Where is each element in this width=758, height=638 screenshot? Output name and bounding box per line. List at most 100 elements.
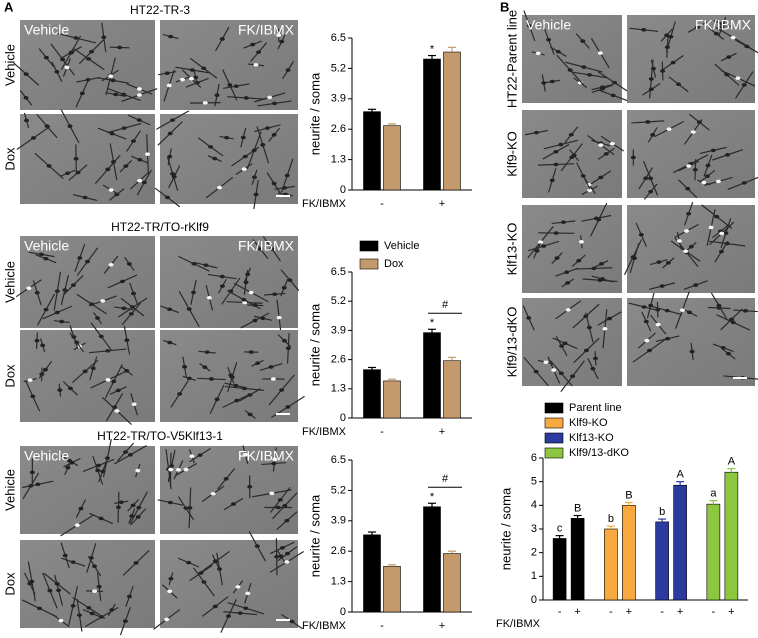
cell-body	[100, 469, 106, 474]
cell-body	[69, 460, 75, 465]
y-axis-label: neurite / soma	[307, 303, 322, 386]
y-tick-label: 3	[531, 523, 537, 535]
cell-body	[526, 316, 532, 320]
cell-body	[208, 145, 214, 149]
micrograph	[522, 10, 632, 103]
cell-body	[131, 291, 137, 296]
x-tick-label: -	[558, 606, 562, 618]
cell-body	[73, 36, 79, 40]
cell-body	[123, 450, 129, 454]
bar	[363, 534, 381, 613]
cell-body	[558, 142, 564, 147]
cell-body	[197, 453, 203, 457]
cell-body	[670, 60, 676, 65]
cell-body	[679, 308, 685, 312]
cell-body	[559, 344, 565, 348]
cell-body	[241, 167, 247, 171]
cell-body	[708, 225, 714, 230]
cell-body	[282, 503, 288, 508]
cell-body	[86, 606, 92, 610]
cell-body	[630, 155, 636, 160]
cell-body	[182, 365, 188, 369]
cell-body	[269, 491, 275, 496]
cell-body	[578, 240, 584, 244]
cell-body	[208, 377, 214, 381]
error-bar	[368, 108, 376, 112]
x-tick-label: +	[728, 606, 734, 618]
cell-body	[111, 379, 117, 384]
cell-body	[234, 398, 240, 403]
cell-body	[245, 272, 251, 277]
cell-body	[599, 85, 605, 89]
cell-body	[78, 506, 84, 511]
cell-body	[110, 78, 116, 83]
cell-body	[73, 156, 79, 161]
row-label: Vehicle	[2, 44, 17, 86]
cell-body	[171, 174, 177, 179]
cell-body	[62, 288, 68, 292]
cell-body	[284, 173, 290, 178]
cell-body	[287, 278, 293, 282]
cell-body	[27, 378, 33, 382]
cell-body	[202, 101, 208, 105]
cell-body	[187, 506, 193, 510]
cell-body	[648, 87, 654, 92]
cell-body	[90, 366, 96, 371]
error-bar	[368, 366, 376, 370]
cell-body	[89, 49, 95, 54]
cell-body	[655, 322, 661, 327]
cell-body	[128, 312, 134, 316]
cell-body	[270, 377, 276, 381]
panel-title: HT22-TR/TO-V5Klf13-1	[97, 429, 223, 443]
cell-body	[71, 335, 77, 339]
cell-body	[108, 74, 114, 79]
micrograph	[20, 438, 155, 537]
cell-body	[638, 232, 644, 237]
cell-body	[643, 176, 649, 181]
cell-body	[70, 283, 76, 287]
row-label: Klf9-KO	[504, 131, 519, 177]
cell-body	[598, 175, 604, 180]
cell-body	[179, 77, 185, 82]
bar	[443, 360, 461, 419]
cell-body	[136, 505, 142, 510]
cell-body	[648, 176, 654, 181]
micrograph	[627, 110, 758, 200]
cell-body	[686, 211, 692, 216]
micrograph	[158, 20, 298, 110]
cell-body	[643, 319, 649, 324]
cell-body	[714, 214, 720, 219]
cell-body	[285, 405, 291, 409]
cell-body	[105, 167, 111, 172]
cell-body	[242, 452, 248, 457]
cell-body	[68, 51, 74, 55]
cell-body	[281, 338, 287, 343]
bar	[423, 332, 441, 419]
cell-body	[136, 118, 142, 122]
cell-body	[689, 349, 695, 354]
cell-body	[281, 285, 287, 290]
cell-body	[562, 341, 568, 346]
micrograph-bg	[160, 540, 298, 628]
cell-body	[37, 606, 43, 611]
cell-body	[715, 179, 721, 184]
cell-body	[167, 154, 173, 159]
cell-body	[720, 345, 726, 350]
cell-body	[665, 336, 671, 341]
cell-body	[114, 409, 120, 413]
cell-body	[599, 262, 605, 266]
bar	[622, 505, 636, 601]
cell-body	[250, 42, 256, 47]
y-tick-label: 6.5	[331, 266, 346, 278]
cell-body	[599, 277, 605, 281]
cell-body	[741, 181, 747, 185]
cell-body	[593, 356, 599, 361]
cell-body	[164, 617, 170, 622]
bar	[673, 484, 687, 601]
cell-body	[741, 83, 747, 87]
cell-body	[230, 502, 236, 506]
bar	[724, 471, 739, 601]
significance-letter: c	[557, 523, 563, 535]
significance-letter: A	[676, 469, 684, 481]
cell-body	[60, 57, 66, 62]
